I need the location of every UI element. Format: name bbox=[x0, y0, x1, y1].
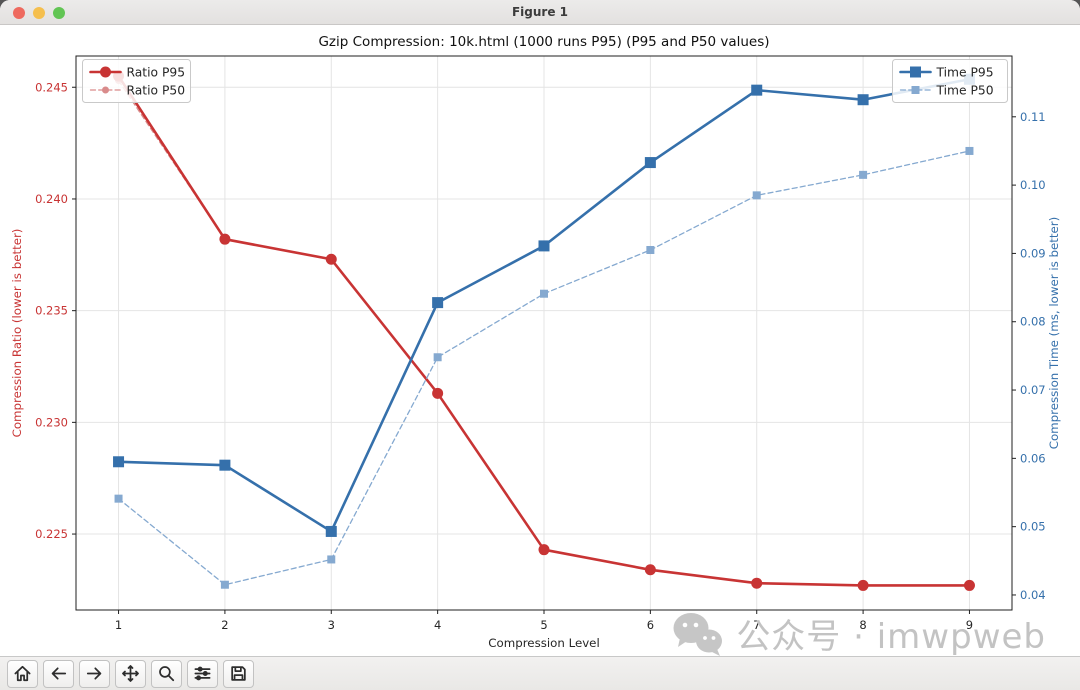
svg-text:4: 4 bbox=[434, 618, 441, 632]
svg-text:0.09: 0.09 bbox=[1020, 246, 1046, 260]
zoom-button[interactable] bbox=[53, 7, 65, 19]
svg-text:9: 9 bbox=[966, 618, 973, 632]
svg-text:0.05: 0.05 bbox=[1020, 520, 1046, 534]
svg-text:Ratio P50: Ratio P50 bbox=[127, 83, 186, 97]
y-axis-label-right: Compression Time (ms, lower is better) bbox=[1047, 217, 1061, 450]
svg-text:0.225: 0.225 bbox=[35, 527, 68, 541]
close-button[interactable] bbox=[13, 7, 25, 19]
watermark-text: 公众号 · imwpweb bbox=[736, 617, 1046, 657]
svg-text:1: 1 bbox=[115, 618, 122, 632]
zoom-rect-button[interactable] bbox=[151, 659, 182, 688]
svg-text:Time P95: Time P95 bbox=[936, 65, 994, 79]
legend-left: Ratio P95 Ratio P50 bbox=[82, 59, 191, 103]
titlebar[interactable]: Figure 1 bbox=[0, 0, 1080, 25]
window-controls bbox=[13, 7, 65, 19]
subplots-button[interactable] bbox=[187, 659, 218, 688]
svg-text:0.08: 0.08 bbox=[1020, 315, 1046, 329]
svg-text:0.11: 0.11 bbox=[1020, 110, 1046, 124]
back-button[interactable] bbox=[43, 659, 74, 688]
svg-text:0.240: 0.240 bbox=[35, 192, 68, 206]
svg-text:7: 7 bbox=[753, 618, 760, 632]
svg-text:0.06: 0.06 bbox=[1020, 451, 1046, 465]
home-button[interactable] bbox=[7, 659, 38, 688]
svg-text:Time P50: Time P50 bbox=[936, 83, 994, 97]
forward-button[interactable] bbox=[79, 659, 110, 688]
svg-text:8: 8 bbox=[859, 618, 866, 632]
svg-text:6: 6 bbox=[647, 618, 654, 632]
chart: 1 2 3 4 5 6 7 8 9 0.225 0.230 0.235 0.240 0.245 0.04 0.… bbox=[10, 34, 1061, 650]
series-ratio-p95 bbox=[113, 70, 975, 591]
minimize-button[interactable] bbox=[33, 7, 45, 19]
svg-text:0.230: 0.230 bbox=[35, 415, 68, 429]
svg-text:Ratio P95: Ratio P95 bbox=[127, 65, 186, 79]
svg-text:0.10: 0.10 bbox=[1020, 178, 1046, 192]
legend-right: Time P95 Time P50 bbox=[892, 59, 1008, 103]
pan-button[interactable] bbox=[115, 659, 146, 688]
chart-title: Gzip Compression: 10k.html (1000 runs P9… bbox=[318, 34, 769, 50]
watermark: 公众号 · imwpweb bbox=[672, 609, 1046, 658]
nav-toolbar bbox=[0, 656, 1080, 690]
svg-text:0.04: 0.04 bbox=[1020, 588, 1046, 602]
svg-text:0.235: 0.235 bbox=[35, 304, 68, 318]
svg-text:3: 3 bbox=[328, 618, 335, 632]
x-axis-label: Compression Level bbox=[488, 636, 599, 650]
window-title: Figure 1 bbox=[511, 5, 569, 19]
svg-text:5: 5 bbox=[540, 618, 547, 632]
wechat-icon bbox=[672, 611, 724, 657]
svg-text:0.07: 0.07 bbox=[1020, 383, 1046, 397]
svg-text:0.245: 0.245 bbox=[35, 80, 68, 94]
y-axis-label-left: Compression Ratio (lower is better) bbox=[10, 229, 24, 438]
svg-text:2: 2 bbox=[221, 618, 228, 632]
series-time-p50 bbox=[114, 146, 974, 589]
save-button[interactable] bbox=[223, 659, 254, 688]
